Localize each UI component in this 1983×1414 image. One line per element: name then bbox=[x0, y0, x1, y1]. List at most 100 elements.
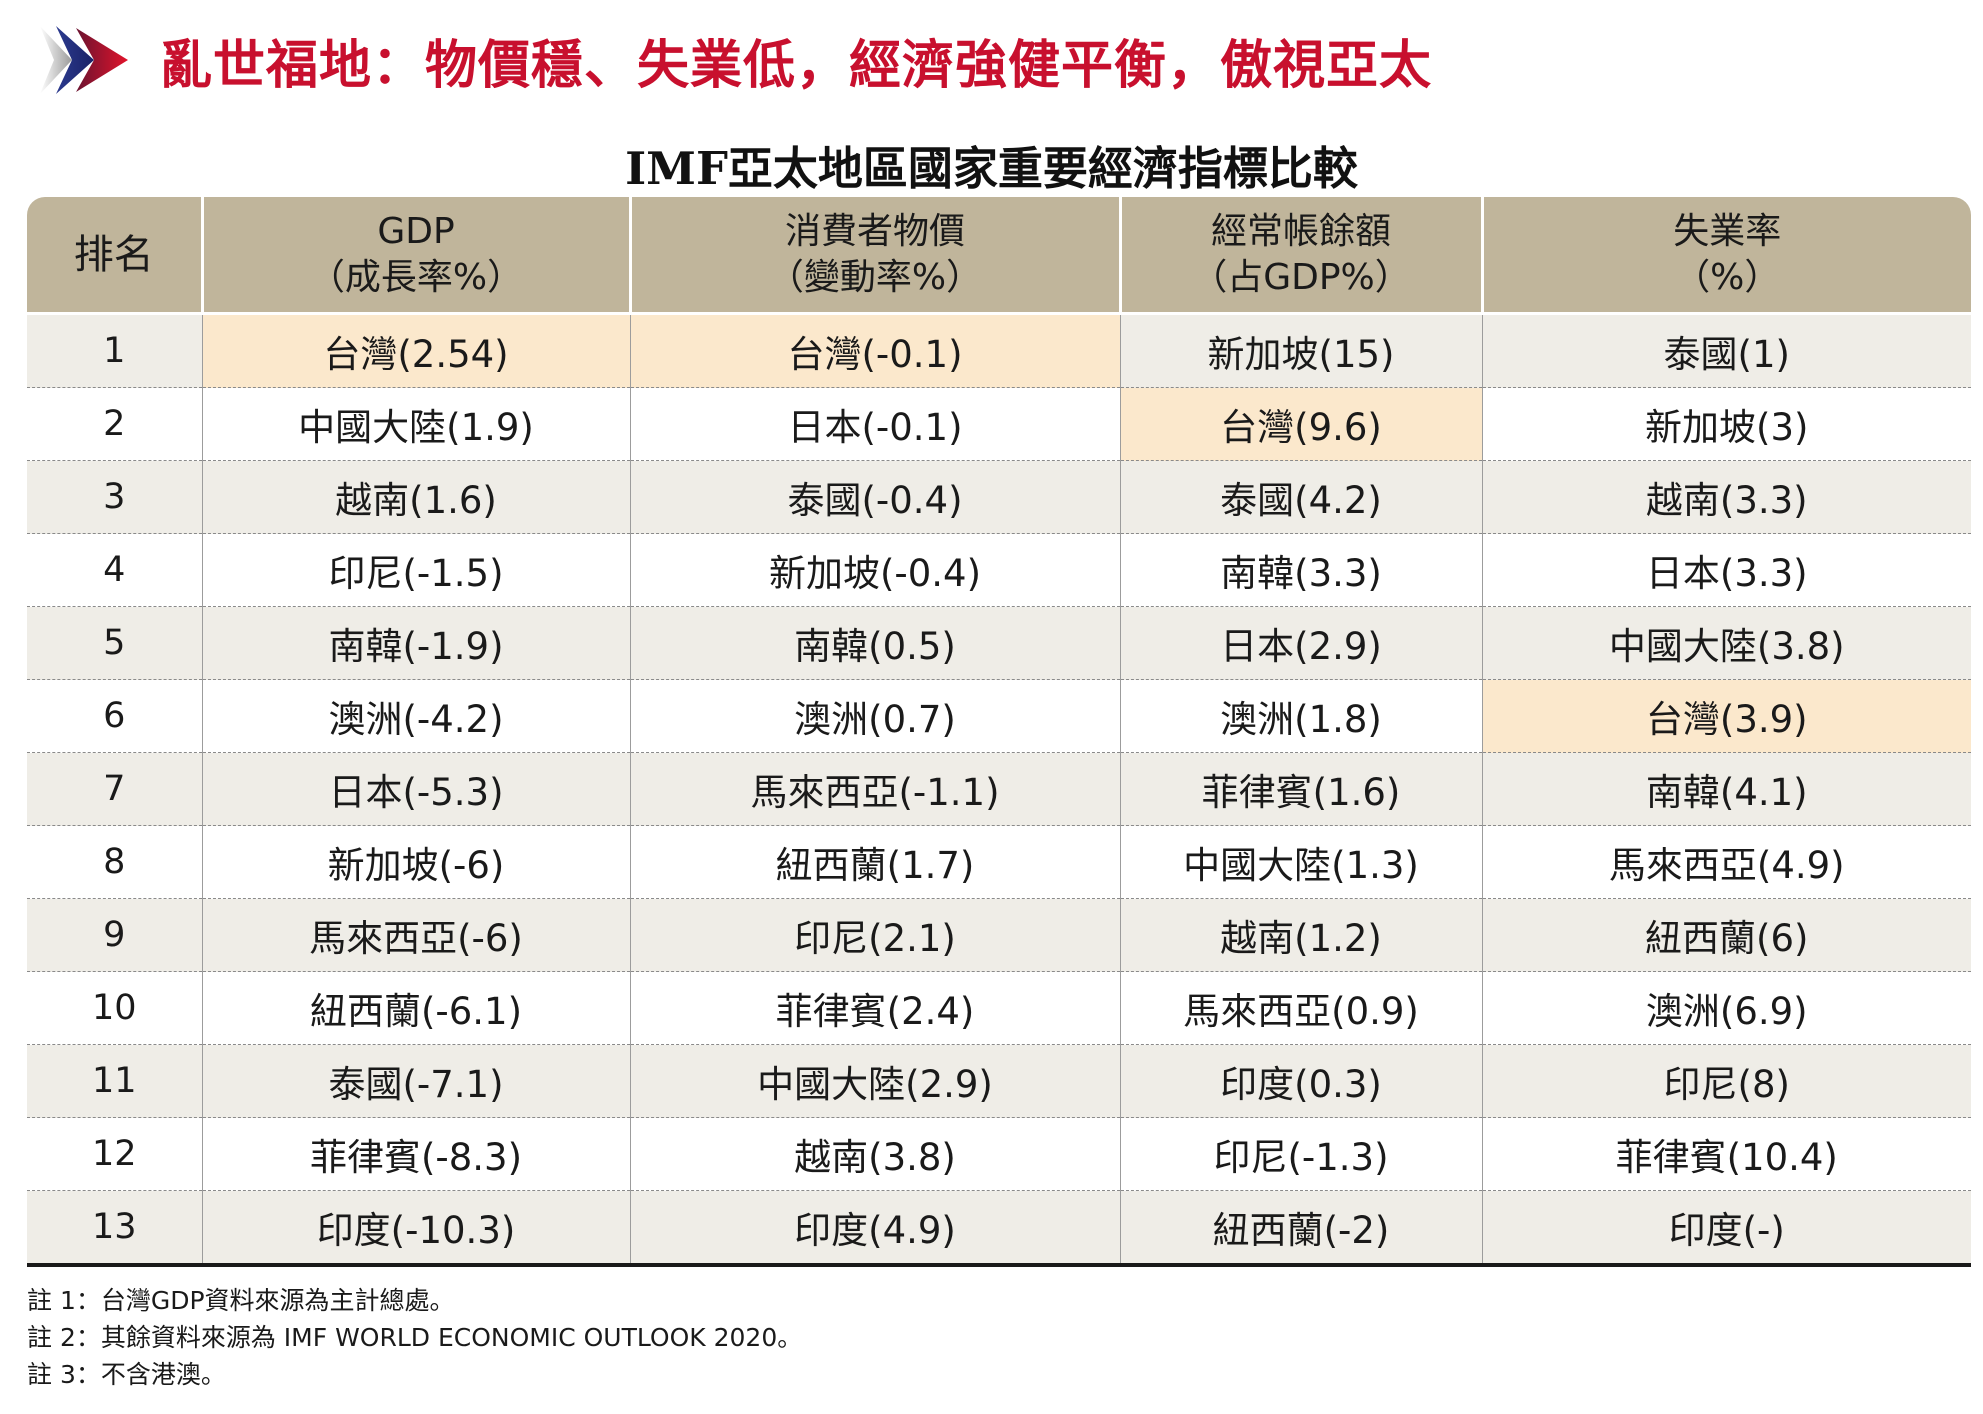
rank-cell: 5 bbox=[27, 606, 202, 680]
unemployment-cell: 日本(3.3) bbox=[1481, 533, 1971, 607]
unemployment-cell: 印度(-) bbox=[1481, 1190, 1971, 1267]
gdp-cell: 中國大陸(1.9) bbox=[201, 387, 630, 461]
header-rank-label: 排名 bbox=[73, 231, 154, 278]
cpi-cell: 泰國(-0.4) bbox=[629, 460, 1120, 534]
header-current-account: 經常帳餘額 （占GDP%） bbox=[1118, 197, 1482, 314]
table-header-row: 排名 GDP （成長率%） 消費者物價 （變動率%） 經常帳餘額 （占GDP%）… bbox=[27, 197, 1971, 314]
header-unemployment-title: 失業率 bbox=[1673, 210, 1782, 252]
rank-cell: 12 bbox=[27, 1117, 202, 1191]
gdp-cell: 馬來西亞(-6) bbox=[201, 898, 630, 972]
table-row: 5 南韓(-1.9) 南韓(0.5) 日本(2.9) 中國大陸(3.8) bbox=[27, 606, 1971, 680]
unemployment-cell: 南韓(4.1) bbox=[1481, 752, 1971, 826]
footnote-2: 註 2：其餘資料來源為 IMF WORLD ECONOMIC OUTLOOK 2… bbox=[27, 1323, 803, 1352]
indicator-table-container: 排名 GDP （成長率%） 消費者物價 （變動率%） 經常帳餘額 （占GDP%）… bbox=[27, 197, 1971, 1267]
gdp-cell: 泰國(-7.1) bbox=[201, 1044, 630, 1118]
header-bar: 亂世福地：物價穩、失業低，經濟強健平衡，傲視亞太 bbox=[38, 22, 1432, 98]
cpi-cell: 澳洲(0.7) bbox=[629, 679, 1120, 753]
header-gdp: GDP （成長率%） bbox=[200, 197, 630, 314]
table-row: 1 台灣(2.54) 台灣(-0.1) 新加坡(15) 泰國(1) bbox=[27, 312, 1971, 388]
rank-cell: 4 bbox=[27, 533, 202, 607]
unemployment-cell: 台灣(3.9) bbox=[1481, 679, 1971, 753]
cpi-cell: 菲律賓(2.4) bbox=[629, 971, 1120, 1045]
headline: 亂世福地：物價穩、失業低，經濟強健平衡，傲視亞太 bbox=[160, 34, 1433, 96]
current-account-cell: 南韓(3.3) bbox=[1119, 533, 1482, 607]
current-account-cell: 泰國(4.2) bbox=[1119, 460, 1482, 534]
header-rank: 排名 bbox=[27, 197, 202, 314]
table-row: 7 日本(-5.3) 馬來西亞(-1.1) 菲律賓(1.6) 南韓(4.1) bbox=[27, 752, 1971, 826]
gdp-cell: 越南(1.6) bbox=[201, 460, 630, 534]
cpi-cell: 台灣(-0.1) bbox=[629, 312, 1120, 388]
header-current-account-unit: （占GDP%） bbox=[1191, 256, 1411, 298]
unemployment-cell: 新加坡(3) bbox=[1481, 387, 1971, 461]
cpi-cell: 印尼(2.1) bbox=[629, 898, 1120, 972]
unemployment-cell: 越南(3.3) bbox=[1481, 460, 1971, 534]
table-row: 3 越南(1.6) 泰國(-0.4) 泰國(4.2) 越南(3.3) bbox=[27, 460, 1971, 534]
current-account-cell: 新加坡(15) bbox=[1119, 312, 1482, 388]
header-current-account-title: 經常帳餘額 bbox=[1210, 210, 1391, 252]
cpi-cell: 紐西蘭(1.7) bbox=[629, 825, 1120, 899]
gdp-cell: 新加坡(-6) bbox=[201, 825, 630, 899]
current-account-cell: 台灣(9.6) bbox=[1119, 387, 1482, 461]
gdp-cell: 澳洲(-4.2) bbox=[201, 679, 630, 753]
unemployment-cell: 菲律賓(10.4) bbox=[1481, 1117, 1971, 1191]
gdp-cell: 日本(-5.3) bbox=[201, 752, 630, 826]
unemployment-cell: 泰國(1) bbox=[1481, 312, 1971, 388]
table-title: IMF亞太地區國家重要經濟指標比較 bbox=[625, 142, 1358, 195]
rank-cell: 6 bbox=[27, 679, 202, 753]
footnote-1: 註 1：台灣GDP資料來源為主計總處。 bbox=[27, 1286, 455, 1315]
current-account-cell: 日本(2.9) bbox=[1119, 606, 1482, 680]
rank-cell: 2 bbox=[27, 387, 202, 461]
indicator-table: 排名 GDP （成長率%） 消費者物價 （變動率%） 經常帳餘額 （占GDP%）… bbox=[27, 197, 1971, 1267]
current-account-cell: 印度(0.3) bbox=[1119, 1044, 1482, 1118]
cpi-cell: 日本(-0.1) bbox=[629, 387, 1120, 461]
header-unemployment-unit: （%） bbox=[1674, 256, 1781, 298]
footnote-3: 註 3：不含港澳。 bbox=[27, 1360, 226, 1389]
rank-cell: 7 bbox=[27, 752, 202, 826]
table-row: 9 馬來西亞(-6) 印尼(2.1) 越南(1.2) 紐西蘭(6) bbox=[27, 898, 1971, 972]
cpi-cell: 南韓(0.5) bbox=[629, 606, 1120, 680]
current-account-cell: 紐西蘭(-2) bbox=[1119, 1190, 1482, 1267]
header-cpi-title: 消費者物價 bbox=[784, 210, 965, 252]
gdp-cell: 印度(-10.3) bbox=[201, 1190, 630, 1267]
unemployment-cell: 印尼(8) bbox=[1481, 1044, 1971, 1118]
table-body: 1 台灣(2.54) 台灣(-0.1) 新加坡(15) 泰國(1) 2 中國大陸(1.9) 日… bbox=[27, 312, 1971, 1267]
rank-cell: 8 bbox=[27, 825, 202, 899]
table-row: 13 印度(-10.3) 印度(4.9) 紐西蘭(-2) 印度(-) bbox=[27, 1190, 1971, 1267]
current-account-cell: 印尼(-1.3) bbox=[1119, 1117, 1482, 1191]
current-account-cell: 馬來西亞(0.9) bbox=[1119, 971, 1482, 1045]
unemployment-cell: 中國大陸(3.8) bbox=[1481, 606, 1971, 680]
header-unemployment: 失業率 （%） bbox=[1480, 197, 1971, 314]
unemployment-cell: 澳洲(6.9) bbox=[1481, 971, 1971, 1045]
rank-cell: 3 bbox=[27, 460, 202, 534]
current-account-cell: 澳洲(1.8) bbox=[1119, 679, 1482, 753]
header-gdp-title: GDP bbox=[377, 210, 455, 252]
current-account-cell: 越南(1.2) bbox=[1119, 898, 1482, 972]
rank-cell: 9 bbox=[27, 898, 202, 972]
unemployment-cell: 紐西蘭(6) bbox=[1481, 898, 1971, 972]
gdp-cell: 紐西蘭(-6.1) bbox=[201, 971, 630, 1045]
gdp-cell: 南韓(-1.9) bbox=[201, 606, 630, 680]
cpi-cell: 馬來西亞(-1.1) bbox=[629, 752, 1120, 826]
table-row: 10 紐西蘭(-6.1) 菲律賓(2.4) 馬來西亞(0.9) 澳洲(6.9) bbox=[27, 971, 1971, 1045]
rank-cell: 1 bbox=[27, 312, 202, 388]
current-account-cell: 菲律賓(1.6) bbox=[1119, 752, 1482, 826]
arrow-icon bbox=[40, 26, 128, 94]
footnotes: 註 1：台灣GDP資料來源為主計總處。 註 2：其餘資料來源為 IMF WORL… bbox=[27, 1282, 802, 1393]
header-cpi-unit: （變動率%） bbox=[767, 256, 983, 298]
table-row: 12 菲律賓(-8.3) 越南(3.8) 印尼(-1.3) 菲律賓(10.4) bbox=[27, 1117, 1971, 1191]
rank-cell: 13 bbox=[27, 1190, 202, 1267]
table-row: 6 澳洲(-4.2) 澳洲(0.7) 澳洲(1.8) 台灣(3.9) bbox=[27, 679, 1971, 753]
table-row: 11 泰國(-7.1) 中國大陸(2.9) 印度(0.3) 印尼(8) bbox=[27, 1044, 1971, 1118]
header-cpi: 消費者物價 （變動率%） bbox=[628, 197, 1120, 314]
current-account-cell: 中國大陸(1.3) bbox=[1119, 825, 1482, 899]
gdp-cell: 印尼(-1.5) bbox=[201, 533, 630, 607]
cpi-cell: 中國大陸(2.9) bbox=[629, 1044, 1120, 1118]
rank-cell: 10 bbox=[27, 971, 202, 1045]
cpi-cell: 印度(4.9) bbox=[629, 1190, 1120, 1267]
table-row: 4 印尼(-1.5) 新加坡(-0.4) 南韓(3.3) 日本(3.3) bbox=[27, 533, 1971, 607]
table-row: 2 中國大陸(1.9) 日本(-0.1) 台灣(9.6) 新加坡(3) bbox=[27, 387, 1971, 461]
unemployment-cell: 馬來西亞(4.9) bbox=[1481, 825, 1971, 899]
table-row: 8 新加坡(-6) 紐西蘭(1.7) 中國大陸(1.3) 馬來西亞(4.9) bbox=[27, 825, 1971, 899]
gdp-cell: 台灣(2.54) bbox=[201, 312, 630, 388]
gdp-cell: 菲律賓(-8.3) bbox=[201, 1117, 630, 1191]
